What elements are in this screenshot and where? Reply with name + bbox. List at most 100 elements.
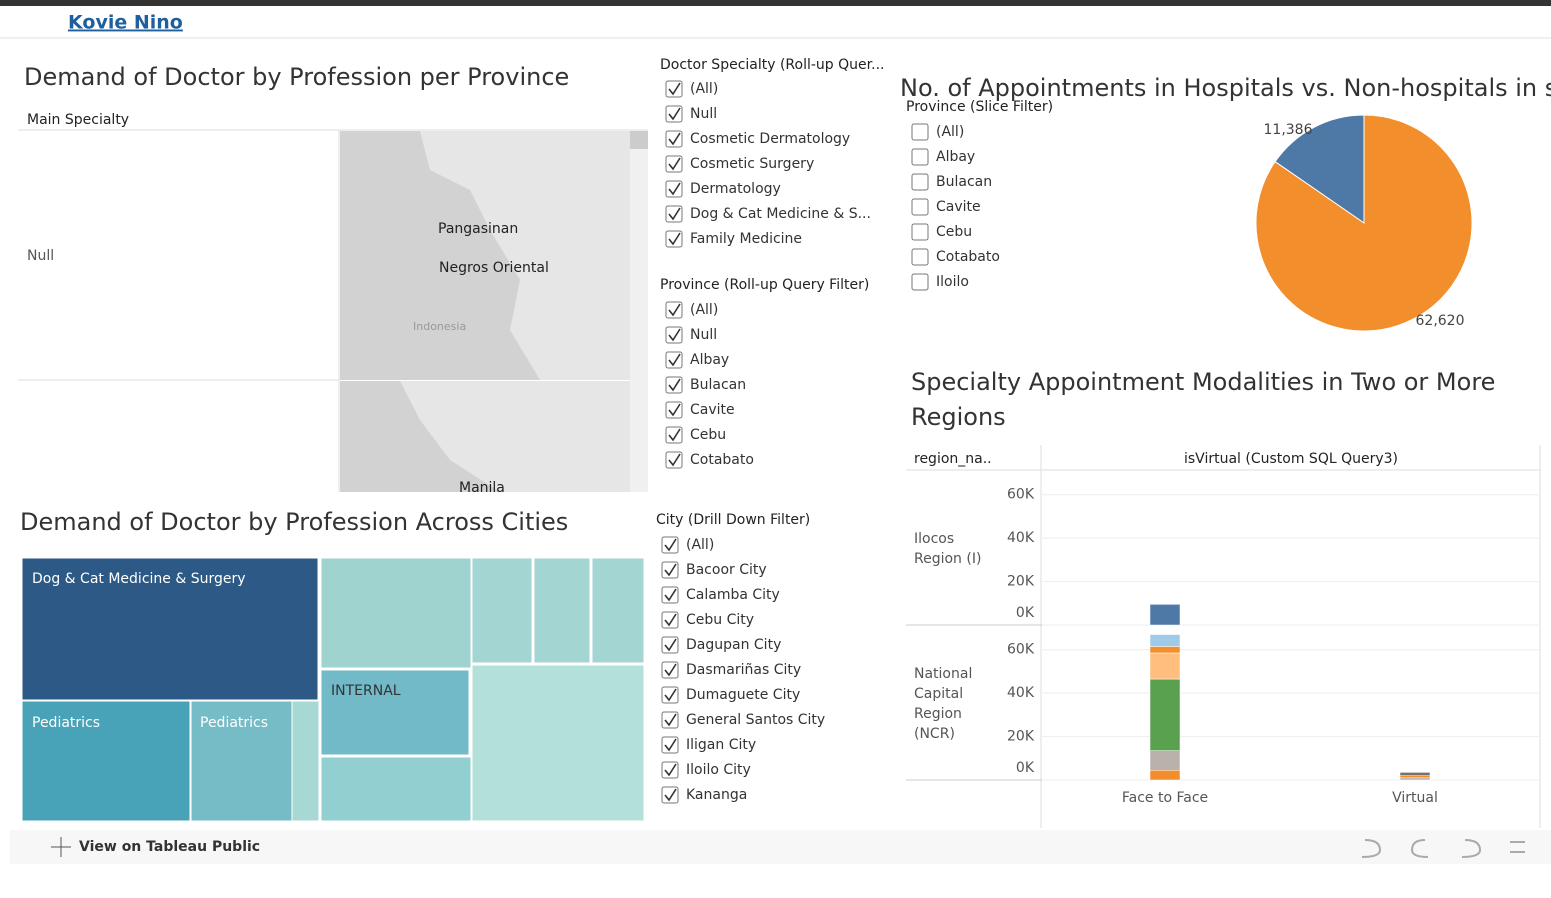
filter-item[interactable]: Kananga [686,787,747,803]
checkmark [668,182,681,196]
region-label: Region [914,706,962,722]
y-tick-label: 60K [1007,642,1035,658]
map-label: Manila [459,480,505,496]
map-label: Pangasinan [438,221,518,237]
checkmark [664,613,677,627]
filter-item[interactable]: Cavite [936,199,981,215]
checkmark [664,738,677,752]
pie-label: 11,386 [1264,122,1313,138]
bar-segment [1149,769,1181,781]
checkmark [664,563,677,577]
filter-item[interactable]: Cosmetic Dermatology [690,131,850,147]
region-label: National [914,666,972,682]
region-label: Ilocos [914,531,954,547]
region-label: (NCR) [914,726,955,742]
checkmark [664,763,677,777]
checkmark [668,157,681,171]
checkmark [664,588,677,602]
treemap-title: Demand of Doctor by Profession Across Ci… [20,508,568,536]
y-tick-label: 0K [1016,605,1035,621]
y-tick-label: 20K [1007,574,1035,590]
y-tick-label: 60K [1007,487,1035,503]
scroll-thumb[interactable] [630,131,648,149]
bar-segment [1149,750,1181,771]
checkbox[interactable] [911,223,929,241]
filter-item[interactable]: Cebu [690,427,726,443]
pie-title: No. of Appointments in Hospitals vs. Non… [900,74,1551,102]
filter-item[interactable]: Cavite [690,402,735,418]
filter-item[interactable]: (All) [690,302,718,318]
bar-segment [1149,646,1181,654]
filter-item[interactable]: (All) [690,81,718,97]
checkbox[interactable] [911,173,929,191]
filter-item[interactable]: Cebu City [686,612,754,628]
checkbox[interactable] [911,148,929,166]
row-header: region_na.. [914,451,992,467]
filter-item[interactable]: Family Medicine [690,231,802,247]
author-link[interactable]: Kovie Nino [68,12,183,34]
filter-item[interactable]: Bulacan [936,174,992,190]
map-land [340,131,540,380]
treemap-cell [320,669,470,756]
treemap-cell [471,557,533,664]
filter-item[interactable]: Iloilo City [686,762,751,778]
y-tick-label: 0K [1016,760,1035,776]
toolbar[interactable] [1361,839,1525,858]
filter-item[interactable]: Null [690,106,717,122]
filter-title: Province (Roll-up Query Filter) [660,277,869,293]
filter-item[interactable]: Iligan City [686,737,756,753]
filter-item[interactable]: Iloilo [936,274,969,290]
bar-segment [1149,678,1181,751]
bar-segment [1399,777,1431,781]
checkmark [668,232,681,246]
x-tick-label: Virtual [1392,790,1438,806]
filter-item[interactable]: Dasmariñas City [686,662,801,678]
filter-item[interactable]: (All) [686,537,714,553]
filter-item[interactable]: Cotabato [936,249,1000,265]
checkbox[interactable] [911,273,929,291]
pie-slice [1274,114,1365,224]
treemap-label: Pediatrics [200,715,268,731]
treemap-label: Pediatrics [32,715,100,731]
map-label: Negros Oriental [439,260,549,276]
filter-item[interactable]: Bulacan [690,377,746,393]
filter-item[interactable]: Cebu [936,224,972,240]
filter-item[interactable]: Dog & Cat Medicine & S... [690,206,871,222]
checkbox[interactable] [911,248,929,266]
checkmark [668,403,681,417]
filter-item[interactable]: (All) [936,124,964,140]
treemap-cell [21,557,319,701]
map-label: Indonesia [413,320,466,333]
filter-item[interactable]: Bacoor City [686,562,767,578]
filter-item[interactable]: Dumaguete City [686,687,800,703]
filter-item[interactable]: Dagupan City [686,637,781,653]
scrollbar[interactable] [630,131,648,492]
top-bar [0,0,1551,6]
filter-item[interactable]: Albay [936,149,975,165]
filter-item[interactable]: Dermatology [690,181,781,197]
treemap-cell [591,557,645,664]
tableau-link[interactable]: View on Tableau Public [79,839,260,855]
filter-item[interactable]: General Santos City [686,712,825,728]
checkmark [664,663,677,677]
treemap-cell [291,700,320,822]
bar-segment [1149,604,1181,626]
checkmark [668,453,681,467]
filter-item[interactable]: Cotabato [690,452,754,468]
checkmark [668,303,681,317]
filter-item[interactable]: Cosmetic Surgery [690,156,814,172]
map-land [340,381,500,492]
checkbox[interactable] [911,123,929,141]
filter-item[interactable]: Albay [690,352,729,368]
x-tick-label: Face to Face [1122,790,1208,806]
bar-segment [1149,634,1181,647]
y-tick-label: 20K [1007,729,1035,745]
filter-item[interactable]: Calamba City [686,587,780,603]
checkmark [664,713,677,727]
filter-item[interactable]: Null [690,327,717,343]
treemap-label: Dog & Cat Medicine & Surgery [32,571,246,587]
region-label: Region (I) [914,551,981,567]
region-label: Capital [914,686,963,702]
checkbox[interactable] [911,198,929,216]
